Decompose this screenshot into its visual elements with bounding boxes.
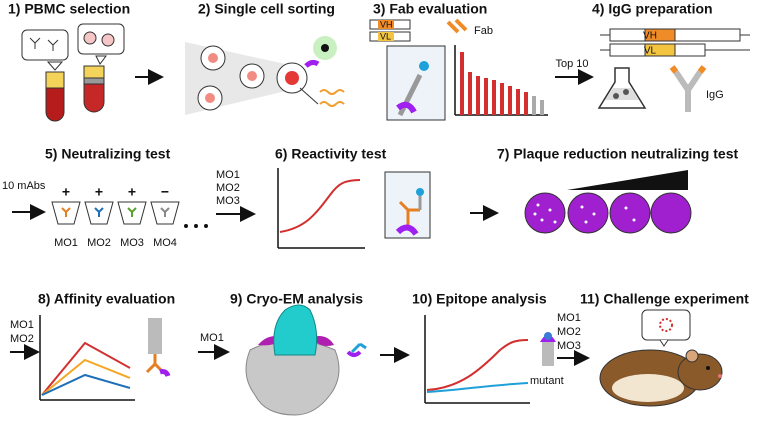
arrow-label: Top 10 bbox=[555, 58, 588, 70]
antibody-icons bbox=[61, 207, 170, 217]
pbmc-illustration bbox=[21, 23, 125, 122]
result: − bbox=[161, 184, 169, 200]
sample-label: MO3 bbox=[120, 237, 144, 249]
affinity-illustration bbox=[39, 315, 171, 401]
step-title: 8) Affinity evaluation bbox=[38, 291, 175, 307]
step-title: 7) Plaque reduction neutralizing test bbox=[497, 146, 738, 162]
plaque-plates bbox=[524, 170, 692, 234]
sample-label: MO4 bbox=[153, 237, 177, 249]
sample-label: MO1 bbox=[54, 237, 78, 249]
step-title: 3) Fab evaluation bbox=[373, 1, 487, 17]
input-label: MO1 bbox=[10, 319, 34, 331]
step-title: 11) Challenge experiment bbox=[580, 291, 749, 307]
input-label: MO1 bbox=[216, 169, 240, 181]
gene-label: VL bbox=[644, 46, 657, 57]
step-title: 10) Epitope analysis bbox=[412, 291, 547, 307]
input-label: MO1 bbox=[557, 312, 581, 324]
igg-illustration bbox=[597, 28, 750, 112]
sorting-illustration bbox=[185, 36, 345, 115]
input-label: MO3 bbox=[216, 195, 240, 207]
gene-label: VL bbox=[380, 31, 391, 41]
result: + bbox=[62, 184, 70, 200]
hamster-illustration bbox=[599, 309, 723, 407]
epitope-illustration bbox=[424, 315, 556, 404]
step-title: 1) PBMC selection bbox=[8, 1, 130, 17]
input-label: MO2 bbox=[10, 333, 34, 345]
step-title: 9) Cryo-EM analysis bbox=[230, 291, 363, 307]
input-label: MO2 bbox=[216, 182, 240, 194]
ellipsis bbox=[184, 224, 208, 228]
mutant-label: mutant bbox=[530, 375, 564, 387]
fab-illustration bbox=[369, 18, 548, 121]
step-title: 6) Reactivity test bbox=[275, 146, 387, 162]
wells bbox=[51, 201, 180, 225]
igg-label: IgG bbox=[706, 89, 724, 101]
result: + bbox=[95, 184, 103, 200]
input-label: MO2 bbox=[557, 326, 581, 338]
step-title: 4) IgG preparation bbox=[592, 1, 713, 17]
sample-label: MO2 bbox=[87, 237, 111, 249]
reactivity-illustration bbox=[277, 168, 431, 249]
input-label: MO3 bbox=[557, 340, 581, 352]
step-title: 2) Single cell sorting bbox=[198, 1, 335, 17]
step-title: 5) Neutralizing test bbox=[45, 146, 171, 162]
input-label: 10 mAbs bbox=[2, 180, 46, 192]
gene-label: VH bbox=[643, 31, 657, 42]
input-label: MO1 bbox=[200, 332, 224, 344]
gene-label: VH bbox=[380, 19, 393, 29]
result: + bbox=[128, 184, 136, 200]
cryo-em-structure bbox=[245, 304, 367, 416]
fab-label: Fab bbox=[474, 25, 493, 37]
